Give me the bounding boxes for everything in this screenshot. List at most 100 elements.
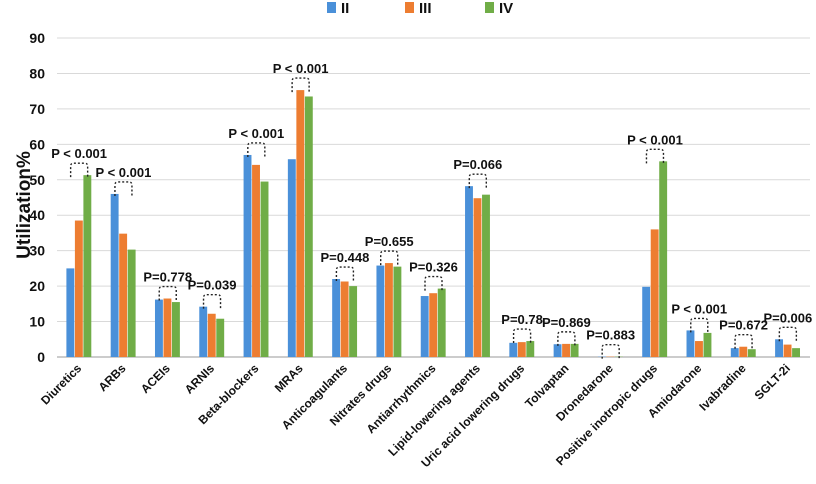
p-value-label: P < 0.001 bbox=[51, 146, 107, 161]
y-tick-label: 90 bbox=[29, 30, 45, 46]
bar-arnis-ii bbox=[199, 306, 208, 357]
bar-sglt-2i-iv bbox=[792, 348, 801, 357]
p-value-label: P=0.869 bbox=[542, 315, 591, 330]
significance-bracket bbox=[645, 148, 665, 164]
bar-arbs-ii bbox=[110, 193, 119, 357]
significance-bracket bbox=[291, 77, 310, 93]
significance-bracket bbox=[114, 181, 133, 196]
y-tick-label: 60 bbox=[29, 136, 45, 152]
bar-arbs-iv bbox=[127, 249, 136, 357]
bar-sglt-2i-ii bbox=[775, 339, 784, 357]
significance-bracket bbox=[601, 343, 620, 359]
bar-mras-iii bbox=[296, 90, 305, 357]
bar-positive-inotropic-drugs-ii bbox=[642, 286, 651, 357]
bar-lipid-lowering-agents-iii bbox=[473, 198, 482, 357]
p-value-label: P=0.326 bbox=[409, 260, 458, 275]
bar-beta-blockers-ii bbox=[243, 154, 252, 357]
y-tick-label: 10 bbox=[29, 314, 45, 330]
p-value-label: P=0.066 bbox=[453, 157, 502, 172]
p-value-label: P=0.006 bbox=[763, 310, 812, 325]
legend-swatch-iv bbox=[485, 2, 494, 13]
bar-lipid-lowering-agents-iv bbox=[482, 194, 490, 357]
legend-swatch-ii bbox=[327, 2, 336, 13]
p-value-label: P=0.883 bbox=[586, 328, 635, 343]
bar-tolvaptan-iv bbox=[570, 343, 579, 357]
x-tick-label: SGLT-2i bbox=[752, 361, 793, 402]
bar-aceis-iii bbox=[163, 298, 172, 357]
significance-bracket bbox=[202, 293, 222, 309]
bar-amiodarone-iii bbox=[695, 341, 703, 357]
bar-ivabradine-iii bbox=[739, 346, 748, 357]
x-tick-label: ACEIs bbox=[138, 361, 173, 396]
significance-bracket bbox=[247, 142, 266, 157]
legend-label-iii: III bbox=[419, 0, 432, 17]
y-tick-label: 0 bbox=[37, 349, 45, 365]
significance-bracket bbox=[424, 275, 443, 291]
bar-anticoagulants-ii bbox=[332, 279, 341, 357]
bar-uric-acid-lowering-drugs-iv bbox=[526, 341, 535, 357]
p-value-label: P < 0.001 bbox=[627, 132, 683, 147]
bar-mras-iv bbox=[304, 96, 313, 357]
bar-ivabradine-iv bbox=[747, 349, 756, 357]
significance-bracket bbox=[69, 162, 89, 178]
p-value-label: P < 0.001 bbox=[96, 165, 152, 180]
bar-diuretics-iv bbox=[83, 175, 92, 357]
bar-amiodarone-iv bbox=[703, 332, 712, 357]
bar-positive-inotropic-drugs-iv bbox=[659, 161, 668, 357]
bar-beta-blockers-iv bbox=[260, 181, 269, 357]
y-tick-label: 70 bbox=[29, 101, 45, 117]
bar-aceis-iv bbox=[171, 302, 180, 357]
bar-mras-ii bbox=[287, 159, 296, 357]
significance-bracket bbox=[734, 334, 753, 349]
p-value-label: P < 0.001 bbox=[671, 301, 727, 316]
bar-antiarrhythmics-iii bbox=[429, 293, 438, 357]
legend: II III IV bbox=[327, 0, 513, 17]
bar-diuretics-iii bbox=[74, 220, 83, 357]
x-tick-label: Diuretics bbox=[38, 361, 84, 407]
bar-positive-inotropic-drugs-iii bbox=[650, 229, 659, 357]
x-tick-label: ARNIs bbox=[182, 361, 218, 397]
p-value-label: P=0.778 bbox=[143, 270, 192, 285]
bar-arnis-iii bbox=[207, 313, 216, 357]
significance-bracket bbox=[557, 331, 576, 346]
bar-arbs-iii bbox=[119, 233, 128, 357]
y-tick-label: 50 bbox=[29, 172, 45, 188]
bar-uric-acid-lowering-drugs-iii bbox=[517, 342, 526, 357]
bar-tolvaptan-iii bbox=[562, 343, 571, 357]
bar-aceis-ii bbox=[154, 299, 163, 357]
significance-bracket bbox=[158, 285, 177, 301]
bar-nitrates-drugs-iii bbox=[384, 263, 393, 357]
y-tick-label: 20 bbox=[29, 278, 45, 294]
bar-anticoagulants-iv bbox=[349, 286, 358, 357]
significance-bracket bbox=[778, 326, 798, 342]
significance-bracket bbox=[690, 317, 709, 333]
bar-arnis-iv bbox=[216, 318, 225, 357]
y-axis-label: Utilization% bbox=[14, 151, 35, 259]
p-value-label: P < 0.001 bbox=[228, 126, 284, 141]
legend-swatch-iii bbox=[405, 2, 414, 13]
legend-label-ii: II bbox=[341, 0, 349, 17]
bar-ivabradine-ii bbox=[730, 348, 739, 357]
p-value-label: P=0.78 bbox=[501, 312, 543, 327]
bar-nitrates-drugs-ii bbox=[376, 265, 385, 357]
bar-sglt-2i-iii bbox=[783, 344, 792, 357]
bar-tolvaptan-ii bbox=[553, 344, 562, 357]
y-tick-label: 80 bbox=[29, 65, 45, 81]
y-tick-label: 40 bbox=[29, 207, 45, 223]
bar-antiarrhythmics-iv bbox=[437, 288, 446, 357]
x-tick-label: ARBs bbox=[96, 361, 129, 394]
significance-bracket bbox=[335, 266, 355, 282]
bar-anticoagulants-iii bbox=[340, 281, 349, 357]
x-tick-label: MRAs bbox=[272, 361, 306, 395]
y-tick-label: 30 bbox=[29, 243, 45, 259]
legend-label-iv: IV bbox=[499, 0, 513, 17]
bar-uric-acid-lowering-drugs-ii bbox=[509, 342, 518, 357]
bar-diuretics-ii bbox=[66, 268, 75, 357]
significance-bracket bbox=[468, 173, 487, 189]
significance-bracket bbox=[380, 250, 399, 266]
x-tick-label: Ivabradine bbox=[696, 361, 749, 414]
p-value-label: P < 0.001 bbox=[273, 61, 329, 76]
p-value-label: P=0.655 bbox=[365, 234, 414, 249]
p-value-label: P=0.672 bbox=[719, 318, 768, 333]
p-value-label: P=0.039 bbox=[188, 278, 237, 293]
